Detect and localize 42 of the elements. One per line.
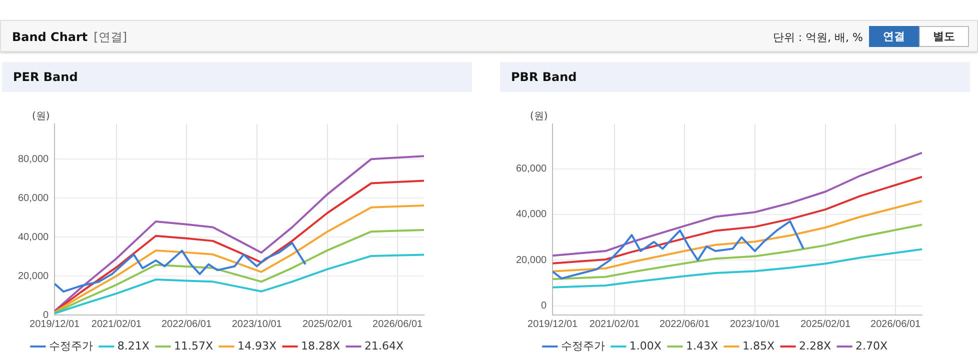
x-tick-label: 2019/12/01 bbox=[30, 318, 80, 330]
x-tick-label: 2025/02/01 bbox=[302, 318, 353, 330]
legend-label: 21.64X bbox=[364, 339, 404, 352]
text: 별도 bbox=[919, 26, 969, 47]
x-tick-label: 2022/06/01 bbox=[659, 318, 710, 330]
chart-title: PER Band bbox=[2, 62, 472, 92]
text: Band Chart bbox=[12, 30, 88, 44]
y-axis-title: (원) bbox=[530, 110, 548, 123]
y-tick-label: 0 bbox=[43, 310, 50, 321]
text: 연결 bbox=[869, 26, 919, 47]
x-tick-label: 2023/10/01 bbox=[232, 318, 282, 330]
legend-label: 1.00X bbox=[629, 339, 662, 352]
legend-label: 2.28X bbox=[799, 339, 832, 352]
x-tick-label: 2026/06/01 bbox=[870, 318, 922, 330]
legend-label: 8.21X bbox=[117, 339, 150, 352]
x-tick-label: 2019/12/01 bbox=[528, 318, 578, 330]
legend-label: 18.28X bbox=[301, 339, 341, 352]
y-tick-label: 60,000 bbox=[516, 164, 548, 175]
y-tick-label: 20,000 bbox=[516, 254, 548, 266]
text: [연결] bbox=[94, 30, 128, 44]
y-tick-label: 0 bbox=[541, 300, 548, 312]
y-tick-label: 40,000 bbox=[516, 209, 548, 220]
x-tick-label: 2025/02/01 bbox=[800, 318, 851, 330]
text: 단위 : 억원, 배, % bbox=[772, 30, 863, 45]
legend-label: 2.70X bbox=[856, 339, 888, 352]
chart-title: PBR Band bbox=[500, 62, 970, 92]
legend-label: 11.57X bbox=[174, 339, 214, 352]
x-tick-label: 2021/02/01 bbox=[91, 318, 142, 330]
x-tick-label: 2026/06/01 bbox=[372, 318, 424, 330]
legend-label: 1.85X bbox=[742, 339, 775, 352]
legend-label: 14.93X bbox=[237, 339, 277, 352]
legend-label: 수정주가 bbox=[560, 339, 605, 352]
x-tick-label: 2022/06/01 bbox=[161, 318, 212, 330]
y-tick-label: 60,000 bbox=[18, 192, 50, 204]
y-tick-label: 20,000 bbox=[18, 270, 50, 282]
legend-label: 수정주가 bbox=[48, 339, 93, 352]
y-tick-label: 80,000 bbox=[18, 154, 50, 165]
legend-label: 1.43X bbox=[686, 339, 718, 352]
x-tick-label: 2023/10/01 bbox=[730, 318, 780, 330]
y-axis-title: (원) bbox=[32, 110, 50, 123]
x-tick-label: 2021/02/01 bbox=[589, 318, 640, 330]
y-tick-label: 40,000 bbox=[18, 232, 50, 243]
